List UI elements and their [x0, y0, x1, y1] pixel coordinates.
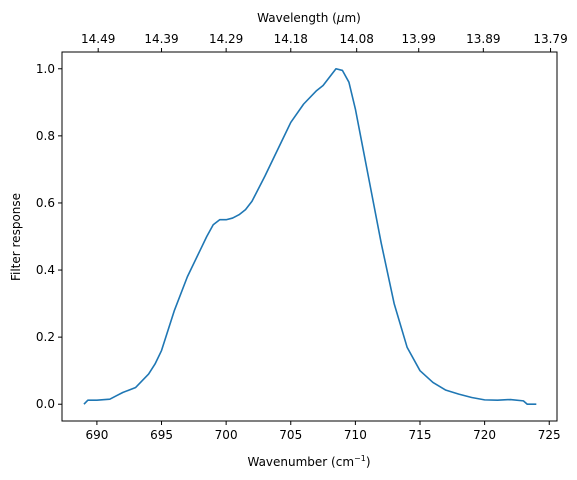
- x-tick-label: 725: [538, 428, 561, 442]
- x-tick-label: 690: [85, 428, 108, 442]
- series-line-0: [83, 67, 537, 406]
- x-tick-label: 710: [344, 428, 367, 442]
- axes-frame: [61, 51, 558, 422]
- y-tick-label: 0.4: [36, 263, 55, 277]
- x-tick-label: 705: [279, 428, 302, 442]
- left-y-axis: 0.0 0.2 0.4 0.6 0.8 1.0: [36, 62, 62, 411]
- top-tick-label: 14.18: [274, 32, 308, 46]
- top-tick-label: 14.49: [81, 32, 115, 46]
- y-tick-label: 1.0: [36, 62, 55, 76]
- top-tick-label: 14.39: [144, 32, 178, 46]
- y-tick-label: 0.6: [36, 196, 55, 210]
- top-tick-label: 13.79: [533, 32, 567, 46]
- top-tick-label: 14.08: [339, 32, 373, 46]
- top-tick-label: 13.89: [466, 32, 500, 46]
- x-tick-label: 715: [409, 428, 432, 442]
- x-tick-label: 720: [473, 428, 496, 442]
- y-tick-label: 0.8: [36, 129, 55, 143]
- y-tick-label: 0.0: [36, 397, 55, 411]
- x-axis-label: Wavenumber (cm−1): [247, 454, 370, 469]
- top-tick-label: 13.99: [402, 32, 436, 46]
- top-x-axis-label: Wavelength (μm): [257, 11, 361, 25]
- top-tick-label: 14.29: [209, 32, 243, 46]
- x-tick-label: 695: [150, 428, 173, 442]
- top-x-axis: 14.49 14.39 14.29 14.18 14.08 13.99 13.89 13.79: [81, 32, 568, 52]
- bottom-x-axis: 690 695 700 705 710 715 720 725: [85, 421, 561, 442]
- y-axis-label: Filter response: [9, 193, 23, 281]
- x-tick-label: 700: [215, 428, 238, 442]
- plot-area: [83, 67, 537, 406]
- y-tick-label: 0.2: [36, 330, 55, 344]
